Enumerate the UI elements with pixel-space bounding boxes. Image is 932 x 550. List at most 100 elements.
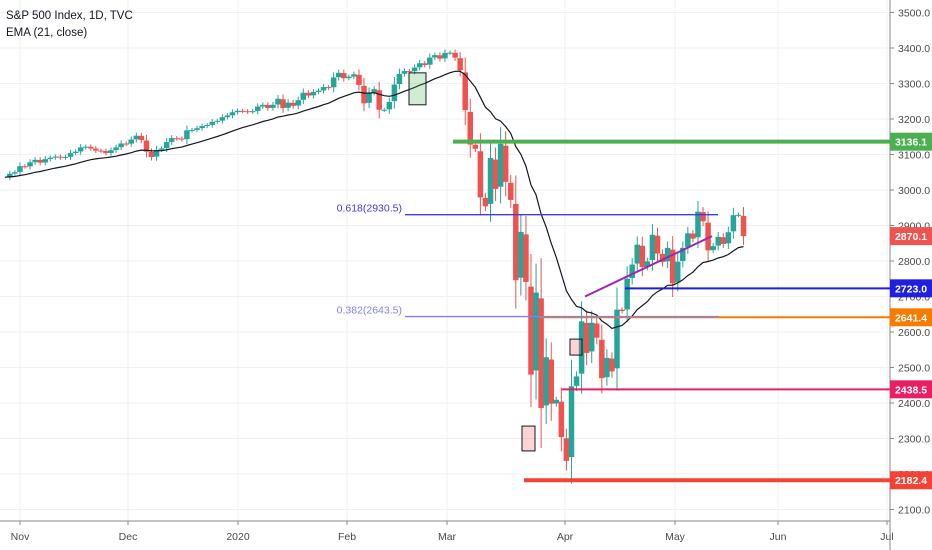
candle-body	[371, 89, 377, 93]
candle-body	[32, 159, 38, 163]
candle-body	[396, 73, 403, 85]
candle-body	[447, 52, 453, 54]
candle-body	[720, 237, 727, 244]
candle-body	[174, 138, 180, 140]
candle-body	[229, 112, 236, 116]
candle-body	[674, 261, 681, 283]
candle-body	[346, 76, 352, 79]
candle-body	[452, 52, 458, 58]
candle-body	[158, 148, 165, 150]
highlight-box-top	[408, 72, 427, 106]
chart-legend: S&P 500 Index, 1D, TVC EMA (21, close)	[6, 8, 133, 42]
grid	[0, 0, 890, 521]
candle-body	[163, 142, 170, 149]
candle-body	[609, 358, 615, 372]
candle-body	[664, 247, 671, 262]
level-price-label: 2182.4	[895, 475, 927, 487]
price-tick-label: 2500.0	[898, 363, 930, 375]
candle-body	[467, 111, 474, 145]
candle-body	[300, 92, 307, 100]
candle-body	[133, 135, 140, 140]
price-tick-label: 3200.0	[898, 114, 930, 126]
candle-body	[123, 143, 129, 145]
candle-body	[148, 151, 155, 157]
candle-body	[209, 121, 215, 125]
candle-body	[614, 309, 620, 369]
candle-body	[239, 110, 246, 112]
price-tick-label: 2300.0	[898, 434, 930, 446]
candle-body	[740, 215, 747, 237]
candle-body	[82, 146, 89, 148]
candle-body	[22, 166, 28, 168]
candle-body	[457, 58, 463, 71]
candle-body	[462, 72, 468, 111]
candles	[7, 49, 747, 484]
time-tick-label: Nov	[11, 531, 30, 543]
candle-body	[290, 102, 296, 106]
candle-body	[538, 298, 544, 408]
candle-body	[260, 104, 266, 107]
candle-body	[669, 249, 676, 284]
candle-body	[508, 182, 514, 200]
candle-body	[629, 264, 635, 279]
candle-body	[710, 246, 716, 251]
candle-body	[275, 98, 281, 105]
candle-body	[432, 55, 438, 58]
candle-body	[67, 153, 74, 157]
candle-body	[563, 438, 570, 461]
candle-body	[654, 235, 661, 254]
level-price-label: 2723.0	[895, 283, 927, 295]
fib-label: 0.382(2643.5)	[337, 305, 402, 317]
candle-body	[477, 151, 484, 198]
level-price-label: 2870.1	[895, 231, 927, 243]
candle-body	[315, 90, 322, 92]
ema-line	[4, 70, 744, 330]
candle-body	[219, 117, 226, 121]
candle-body	[335, 72, 342, 78]
candle-body	[411, 67, 418, 72]
candle-body	[249, 111, 256, 113]
candle-body	[305, 92, 312, 96]
time-tick-label: Apr	[557, 531, 574, 543]
candle-body	[255, 106, 261, 111]
price-tick-label: 3500.0	[898, 8, 930, 20]
candle-body	[594, 323, 600, 338]
candle-body	[330, 77, 337, 88]
candle-body	[715, 236, 721, 246]
candle-body	[204, 125, 210, 127]
candle-body	[356, 74, 362, 85]
candle-body	[7, 173, 13, 178]
candle-body	[224, 115, 231, 118]
candle-body	[77, 147, 84, 152]
candle-body	[310, 92, 317, 96]
candle-body	[57, 156, 64, 158]
candle-body	[214, 120, 221, 122]
level-price-tag	[890, 380, 932, 399]
candle-body	[634, 244, 640, 264]
candle-body	[285, 102, 291, 108]
candle-body	[366, 92, 372, 103]
candle-body	[502, 145, 509, 182]
candle-body	[644, 261, 651, 267]
candle-body	[690, 233, 696, 239]
candle-body	[528, 286, 534, 375]
candle-body	[138, 135, 145, 140]
level-price-tag	[890, 308, 932, 327]
time-tick-label: May	[665, 531, 686, 543]
candle-body	[523, 234, 529, 282]
candle-body	[482, 197, 489, 207]
candle-body	[568, 386, 575, 458]
candle-body	[244, 111, 251, 113]
price-tick-label: 3300.0	[898, 79, 930, 91]
candle-body	[62, 156, 69, 158]
candle-body	[427, 57, 433, 65]
candle-body	[361, 85, 367, 104]
candle-body	[93, 148, 99, 151]
candle-body	[604, 357, 610, 378]
candle-body	[680, 247, 686, 262]
candle-body	[492, 159, 499, 189]
candle-body	[518, 231, 524, 278]
price-tick-label: 2600.0	[898, 327, 930, 339]
